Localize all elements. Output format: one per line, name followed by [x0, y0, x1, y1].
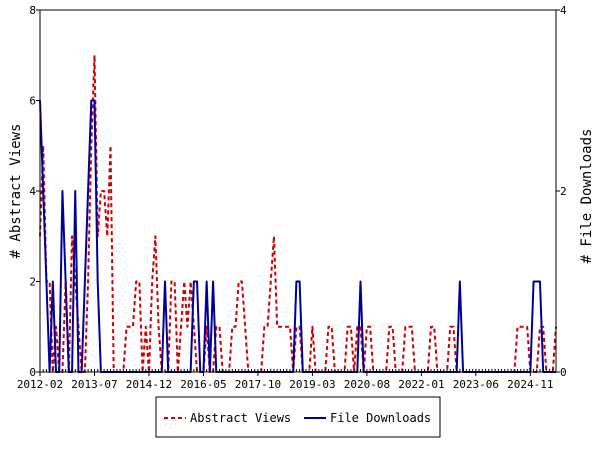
y-right-tick-label: 2: [560, 185, 567, 198]
y-left-tick-label: 4: [29, 185, 36, 198]
y-right-tick-label: 0: [560, 366, 567, 379]
y-left-axis-title: # Abstract Views: [8, 124, 24, 259]
legend-label-abstract-views: Abstract Views: [190, 411, 291, 425]
x-tick-label: 2013-07: [71, 378, 117, 391]
y-ticks: 0 2 4 6 8 0 2 4: [29, 4, 567, 379]
series-line-file-downloads: [39, 99, 556, 373]
x-tick-label: 2016-05: [180, 378, 226, 391]
x-tick-label: 2017-10: [235, 378, 281, 391]
x-tick-label: 2019-03: [289, 378, 335, 391]
legend-box: [155, 396, 441, 438]
x-tick-label: 2012-02: [17, 378, 63, 391]
x-tick-label: 2024-11: [507, 378, 553, 391]
x-tick-label: 2023-06: [453, 378, 499, 391]
x-tick-label: 2022-01: [398, 378, 444, 391]
plot-area: [39, 54, 557, 373]
series-line-abstract-views: [39, 54, 557, 373]
y-left-tick-label: 2: [29, 276, 36, 289]
y-left-tick-label: 0: [29, 366, 36, 379]
x-ticks: 2012-02 2013-07 2014-12 2016-05 2017-10 2019-…: [17, 369, 557, 391]
y-right-tick-label: 4: [560, 4, 567, 17]
legend: Abstract Views File Downloads: [155, 396, 441, 438]
y-right-axis-title: # File Downloads: [579, 129, 595, 264]
y-left-tick-label: 8: [29, 4, 36, 17]
legend-label-file-downloads: File Downloads: [330, 411, 431, 425]
x-tick-label: 2014-12: [126, 378, 172, 391]
x-tick-label: 2020-08: [344, 378, 390, 391]
y-left-tick-label: 6: [29, 95, 36, 108]
